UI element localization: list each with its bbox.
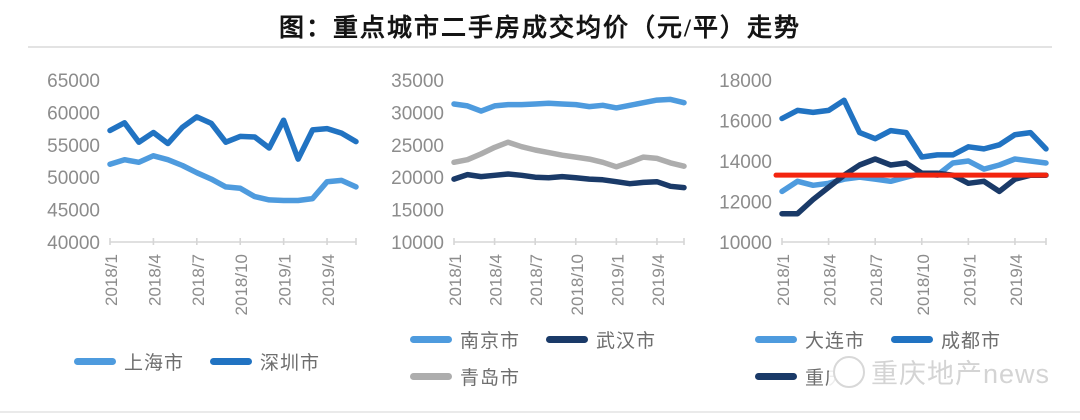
legend-item-shenzhen: 深圳市 [210,348,320,375]
legend-shanghai-shenzhen: 上海市 深圳市 [73,348,320,375]
figure-title: 图：重点城市二手房成交均价（元/平）走势 [279,15,801,42]
y-axis-tick-label: 60000 [47,103,100,124]
legend-swatch-chengdu-icon [891,336,933,343]
legend-row: 上海市 深圳市 [73,348,320,375]
chart-nanjing-wuhan-qingdao: 10000 15000 20000 25000 30000 35000 2018/1 2018… [374,56,692,390]
x-axis-tick-label: 2019/1 [608,254,627,306]
y-axis-tick-label: 10000 [391,233,444,254]
x-axis-tick-label: 2018/10 [232,254,251,315]
line-plot-shanghai-shenzhen: 40000 45000 50000 55000 60000 65000 2018/1 2018… [47,71,359,315]
legend-row: 青岛市 [409,363,520,390]
x-axis-tick-label: 2019/1 [960,254,979,306]
legend-item-shanghai: 上海市 [73,348,184,375]
legend-row: 南京市 武汉市 [409,326,656,353]
series-line-shanghai [107,153,359,204]
panda-logo-icon [832,355,865,388]
watermark-text: 重庆地产news [870,359,1050,389]
legend-item-qingdao: 青岛市 [409,363,520,390]
legend-item-chengdu: 成都市 [891,326,1001,353]
legend-label-qingdao: 青岛市 [459,368,520,389]
legend-label-dalian: 大连市 [804,331,865,352]
chart-shanghai-shenzhen: 40000 45000 50000 55000 60000 65000 2018/1 2018… [30,56,364,390]
legend-item-wuhan: 武汉市 [546,326,656,353]
legend-swatch-dalian-icon [754,336,797,343]
x-axis-tick-label: 2018/10 [568,254,587,315]
x-axis-tick-label: 2019/1 [276,254,295,306]
legend-nanjing-wuhan-qingdao: 南京市 武汉市青岛市 [409,326,656,390]
x-axis-tick-label: 2019/4 [1007,254,1026,306]
y-axis-tick-label: 20000 [391,168,444,189]
y-axis-tick-label: 35000 [391,71,444,92]
legend-label-nanjing: 南京市 [459,331,520,352]
legend-label-shanghai: 上海市 [123,353,184,374]
x-axis-tick-label: 2018/10 [914,254,933,315]
charts-row: 40000 45000 50000 55000 60000 65000 2018/1 2018… [30,56,1054,390]
line-plot-nanjing-wuhan-qingdao: 10000 15000 20000 25000 30000 35000 2018/1 2018… [391,71,687,315]
x-axis-tick-label: 2018/4 [145,254,164,306]
title-divider [28,46,1052,48]
legend-label-wuhan: 武汉市 [596,331,657,352]
series-line-nanjing [451,96,687,114]
legend-item-nanjing: 南京市 [409,326,520,353]
y-axis-tick-label: 18000 [719,71,772,92]
y-axis-tick-label: 65000 [47,71,100,92]
series-line-chengdu [779,97,1049,160]
watermark: 重庆地产news [828,350,1052,393]
series-line-wuhan [451,171,687,191]
legend-row: 大连市 成都市 [754,326,1001,353]
y-axis-tick-label: 40000 [47,233,100,254]
line-plot-dalian-chengdu-chongqing: 10000 12000 14000 16000 18000 2018/1 2018/4 201… [719,71,1049,315]
x-axis-tick-label: 2018/4 [821,254,840,306]
y-axis-tick-label: 14000 [719,152,772,173]
legend-swatch-qingdao-icon [409,373,452,380]
y-axis-tick-label: 16000 [719,112,772,133]
x-axis-tick-label: 2018/1 [446,254,465,306]
legend-swatch-shenzhen-icon [210,358,252,365]
x-axis-tick-label: 2018/7 [867,254,886,306]
y-axis-tick-label: 10000 [719,233,772,254]
y-axis-tick-label: 45000 [47,201,100,222]
y-axis-tick-label: 25000 [391,136,444,157]
x-axis-tick-label: 2019/4 [649,254,668,306]
y-axis-tick-label: 50000 [47,168,100,189]
bottom-divider [0,411,1080,413]
y-axis-tick-label: 12000 [719,193,772,214]
legend-swatch-nanjing-icon [409,336,452,343]
x-axis-tick-label: 2018/7 [527,254,546,306]
legend-label-chengdu: 成都市 [941,331,1002,352]
x-axis-tick-label: 2018/4 [487,254,506,306]
y-axis-tick-label: 30000 [391,103,444,124]
legend-swatch-chongqing-icon [754,373,797,380]
y-axis-tick-label: 15000 [391,201,444,222]
legend-label-shenzhen: 深圳市 [260,353,321,374]
legend-item-dalian: 大连市 [754,326,865,353]
y-axis-tick-label: 55000 [47,136,100,157]
x-axis-tick-label: 2019/4 [319,254,338,306]
x-axis-tick-label: 2018/1 [774,254,793,306]
x-axis-tick-label: 2018/1 [102,254,121,306]
series-line-shenzhen [107,114,359,162]
series-line-qingdao [451,139,687,170]
x-axis-tick-label: 2018/7 [189,254,208,306]
series-line-chongqing [779,156,1049,217]
chart-dalian-chengdu-chongqing: 10000 12000 14000 16000 18000 2018/1 2018/4 201… [702,56,1054,390]
legend-swatch-shanghai-icon [73,358,116,365]
legend-swatch-wuhan-icon [546,336,588,343]
